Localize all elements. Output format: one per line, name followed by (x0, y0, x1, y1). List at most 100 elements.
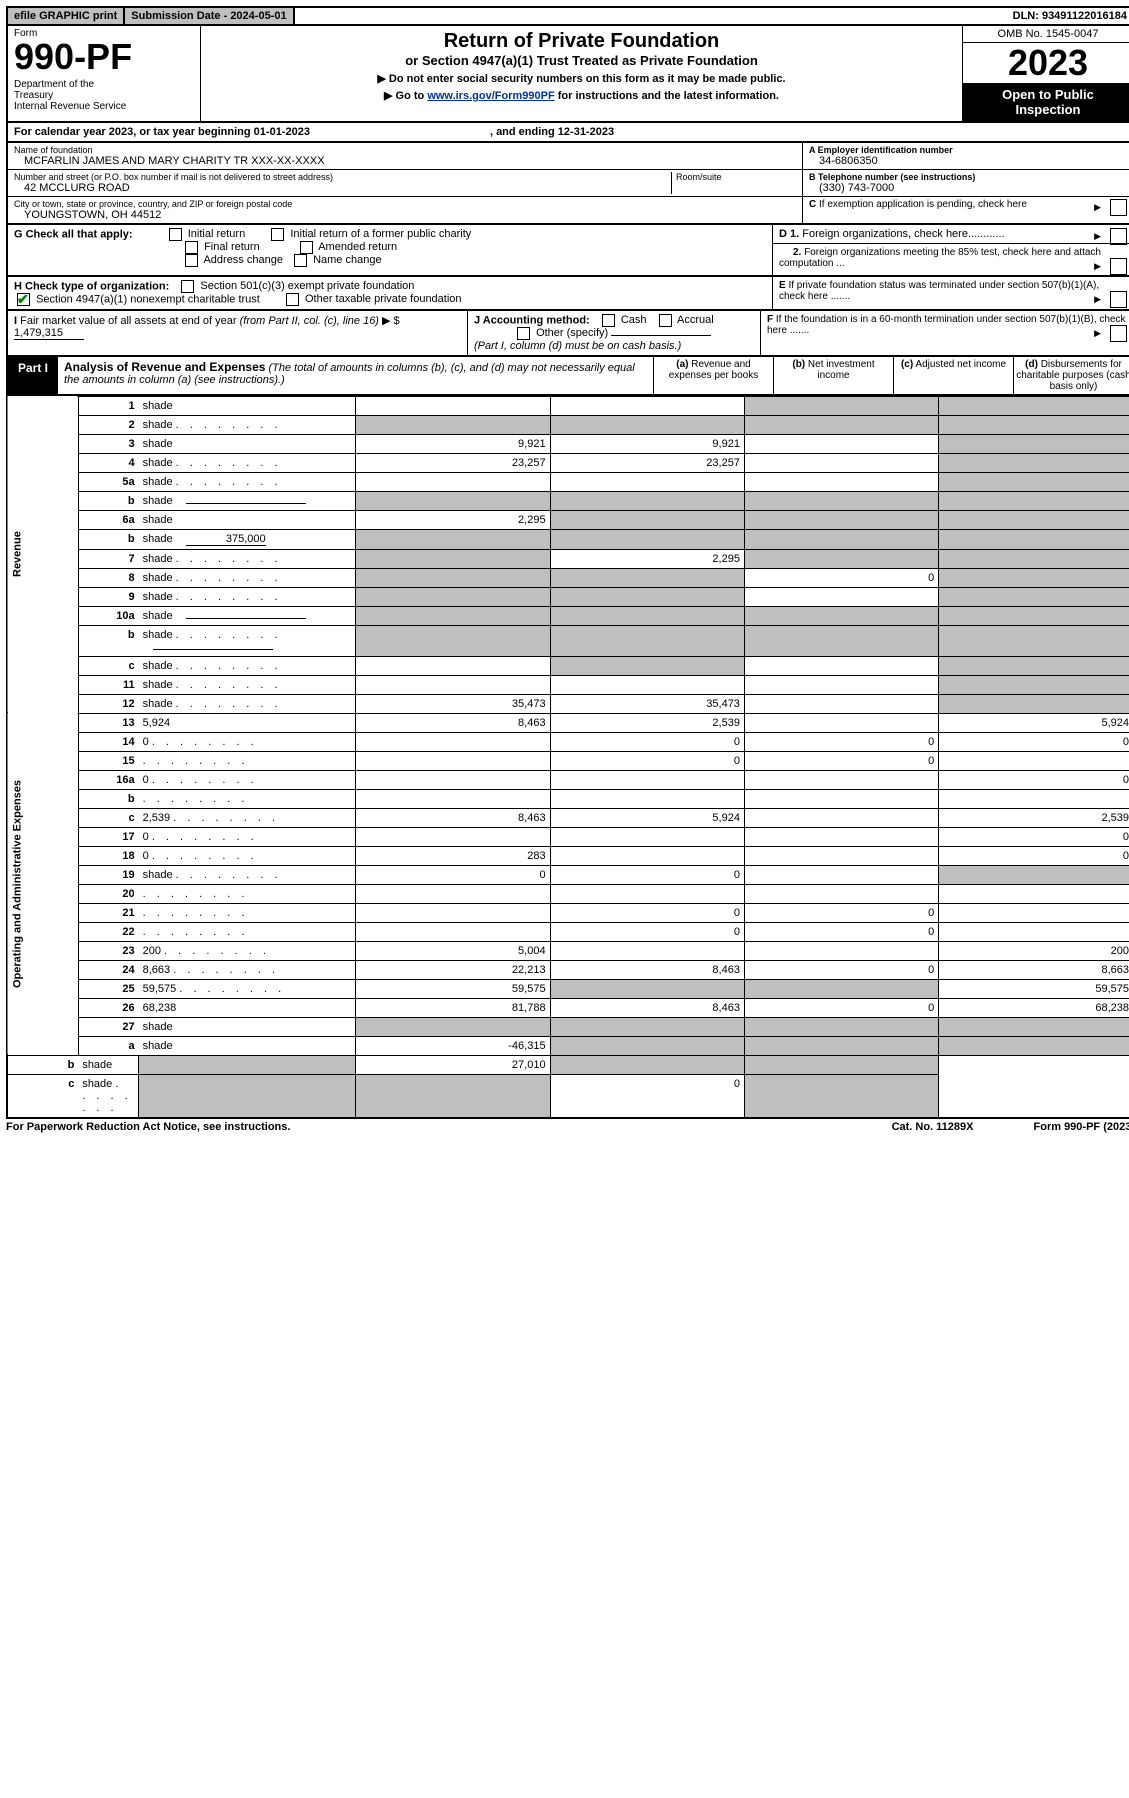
department-text: Department of theTreasuryInternal Revenu… (14, 79, 194, 112)
cell-shaded (744, 396, 938, 415)
checkbox-name-change[interactable] (294, 254, 307, 267)
cell-value: 0 (939, 770, 1129, 789)
checkbox-4947a1[interactable] (17, 293, 30, 306)
cell-value (356, 770, 550, 789)
cell-shaded (139, 1074, 356, 1118)
checkbox-d2[interactable] (1110, 258, 1127, 275)
cell-shaded (939, 625, 1129, 656)
row-description: shade 375,000 (139, 529, 356, 549)
cell-shaded (356, 529, 550, 549)
row-description: shade . . . . . . . . (139, 694, 356, 713)
checkbox-final-return[interactable] (185, 241, 198, 254)
cell-value: 59,575 (356, 979, 550, 998)
checkbox-initial-return[interactable] (169, 228, 182, 241)
section-f: F If the foundation is in a 60-month ter… (761, 311, 1129, 355)
cell-shaded (744, 979, 938, 998)
cell-value: 5,004 (356, 941, 550, 960)
cell-value (939, 884, 1129, 903)
form-title: Return of Private Foundation (205, 30, 958, 53)
cell-value (744, 434, 938, 453)
table-row: 170 . . . . . . . .0 (7, 827, 1129, 846)
checkbox-other-method[interactable] (517, 327, 530, 340)
checkbox-initial-former[interactable] (271, 228, 284, 241)
table-row: 21 . . . . . . . .00 (7, 903, 1129, 922)
row-number: a (78, 1036, 138, 1055)
checkbox-d1[interactable] (1110, 228, 1127, 245)
table-row: 248,663 . . . . . . . .22,2138,46308,663 (7, 960, 1129, 979)
table-row: 2668,23881,7888,463068,238 (7, 998, 1129, 1017)
cell-shaded (939, 415, 1129, 434)
cell-shaded (939, 694, 1129, 713)
cell-shaded (550, 510, 744, 529)
row-description: shade . . . . . . . . (139, 675, 356, 694)
efile-print-button[interactable]: efile GRAPHIC print (8, 8, 125, 24)
cell-shaded (356, 549, 550, 568)
table-row: Revenue1shade (7, 396, 1129, 415)
cell-value (939, 903, 1129, 922)
cell-shaded (550, 1036, 744, 1055)
cell-shaded (744, 510, 938, 529)
row-number: 5a (78, 472, 138, 491)
cell-value (356, 789, 550, 808)
cell-value: 0 (744, 751, 938, 770)
cell-value (356, 751, 550, 770)
cell-value: 5,924 (550, 808, 744, 827)
section-j: J Accounting method: Cash Accrual Other … (468, 311, 761, 355)
row-number: 1 (78, 396, 138, 415)
footer-cat-no: Cat. No. 11289X (892, 1121, 974, 1133)
cell-shaded (356, 568, 550, 587)
cell-value (744, 713, 938, 732)
checkbox-other-taxable[interactable] (286, 293, 299, 306)
cell-value: 8,663 (939, 960, 1129, 979)
row-number: 4 (78, 453, 138, 472)
cell-shaded (356, 491, 550, 510)
checkbox-cash[interactable] (602, 314, 615, 327)
row-description: shade (139, 434, 356, 453)
table-row: 9shade . . . . . . . . (7, 587, 1129, 606)
cell-value (356, 922, 550, 941)
cell-value (744, 941, 938, 960)
part-i-title: Analysis of Revenue and Expenses (64, 360, 265, 374)
row-description: . . . . . . . . (139, 903, 356, 922)
cell-shaded (356, 587, 550, 606)
row-description: . . . . . . . . (139, 789, 356, 808)
cell-value (744, 846, 938, 865)
cell-value: 27,010 (356, 1055, 550, 1074)
checkbox-address-change[interactable] (185, 254, 198, 267)
cell-shaded (744, 1017, 938, 1036)
cell-shaded (550, 606, 744, 625)
cell-value (744, 472, 938, 491)
foundation-name: MCFARLIN JAMES AND MARY CHARITY TR XXX-X… (14, 155, 796, 167)
cell-value (744, 789, 938, 808)
row-description: 8,663 . . . . . . . . (139, 960, 356, 979)
city-cell: City or town, state or province, country… (8, 197, 802, 223)
cell-value: 0 (744, 998, 938, 1017)
cell-value: 2,539 (939, 808, 1129, 827)
cell-value: 0 (939, 846, 1129, 865)
row-description: shade (139, 510, 356, 529)
checkbox-e[interactable] (1110, 291, 1127, 308)
cell-value: 2,539 (550, 713, 744, 732)
checkbox-c[interactable] (1110, 199, 1127, 216)
part-i-header: Part I Analysis of Revenue and Expenses … (6, 357, 1129, 396)
cell-shaded (550, 656, 744, 675)
cell-value: 81,788 (356, 998, 550, 1017)
row-description: shade (139, 1036, 356, 1055)
cell-value: 0 (744, 568, 938, 587)
cell-value (744, 694, 938, 713)
row-description: shade . . . . . . . . (139, 625, 356, 656)
cell-value: 0 (744, 903, 938, 922)
checkbox-accrual[interactable] (659, 314, 672, 327)
cell-shaded (550, 415, 744, 434)
checkbox-amended-return[interactable] (300, 241, 313, 254)
checkbox-f[interactable] (1110, 325, 1127, 342)
cell-value: 59,575 (939, 979, 1129, 998)
cell-value: 2,295 (550, 549, 744, 568)
irs-link[interactable]: www.irs.gov/Form990PF (427, 90, 554, 102)
cell-shaded (939, 1017, 1129, 1036)
table-row: c2,539 . . . . . . . .8,4635,9242,539 (7, 808, 1129, 827)
cell-shaded (744, 1055, 938, 1074)
checkbox-501c3[interactable] (181, 280, 194, 293)
cell-shaded (939, 453, 1129, 472)
cell-shaded (550, 491, 744, 510)
